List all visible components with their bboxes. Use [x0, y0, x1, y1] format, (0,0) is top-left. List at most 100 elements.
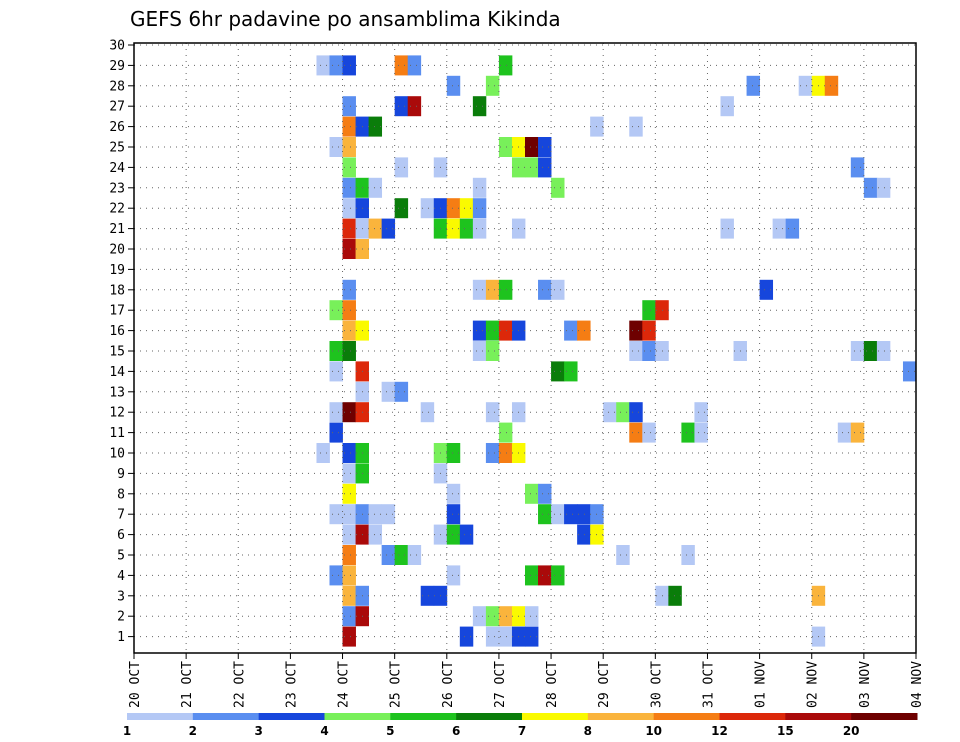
heatmap-cell: [342, 443, 356, 463]
y-tick-label: 8: [117, 487, 125, 502]
heatmap-cell: [485, 443, 500, 463]
x-tick-label: 31 OCT: [701, 661, 716, 708]
heatmap-cell: [342, 504, 356, 525]
color-legend: 1 2 3 4 5 6 7 8 10 12 15 20: [123, 713, 918, 738]
y-tick-label: 19: [109, 263, 125, 278]
heatmap-cell: [759, 279, 774, 300]
heatmap-cell: [342, 218, 356, 239]
heatmap-cell: [498, 626, 513, 647]
heatmap-cell: [876, 177, 891, 198]
x-tick-label: 23 OCT: [284, 661, 299, 708]
heatmap-cell: [342, 96, 356, 117]
heatmap-cell: [616, 545, 630, 565]
heatmap-cell: [446, 443, 461, 463]
heatmap-cell: [629, 402, 643, 423]
y-tick-label: 9: [117, 467, 125, 482]
heatmap-cell: [642, 422, 656, 443]
y-tick-label: 10: [109, 447, 125, 462]
heatmap-cell: [720, 96, 734, 117]
heatmap-cell: [407, 545, 422, 565]
heatmap-cell: [525, 606, 539, 627]
y-tick-label: 22: [109, 202, 125, 217]
heatmap-cell: [694, 402, 708, 423]
y-tick-label: 20: [109, 243, 125, 258]
y-tick-label: 4: [117, 569, 125, 584]
heatmap-cell: [368, 218, 383, 239]
heatmap-cell: [407, 55, 422, 76]
heatmap-cell: [746, 75, 760, 96]
heatmap-cell: [720, 218, 734, 239]
legend-swatch: [324, 713, 391, 720]
plot-frame: [133, 42, 917, 654]
heatmap-cell: [472, 198, 487, 219]
heatmap-cell: [629, 422, 643, 443]
y-tick-label: 3: [117, 589, 125, 604]
heatmap-cell: [459, 198, 474, 219]
legend-swatch: [587, 713, 655, 720]
heatmap-cell: [785, 218, 800, 239]
x-tick-label: 20 OCT: [128, 661, 143, 708]
heatmap-cell: [525, 137, 539, 157]
legend-label: 3: [254, 724, 262, 738]
heatmap-cell: [329, 300, 343, 321]
legend-label: 2: [189, 724, 197, 738]
heatmap-cell: [381, 504, 396, 525]
legend-label: 7: [518, 724, 526, 738]
heatmap-cell: [329, 402, 343, 423]
x-tick-label: 29 OCT: [597, 661, 612, 708]
heatmap-cell: [485, 626, 500, 647]
heatmap-cell: [681, 422, 695, 443]
heatmap-cell: [446, 504, 461, 525]
heatmap-cell: [551, 504, 565, 525]
chart-title: GEFS 6hr padavine po ansamblima Kikinda: [130, 7, 561, 31]
legend-label: 15: [777, 724, 794, 738]
y-tick-label: 29: [109, 59, 125, 74]
heatmap-cell: [498, 320, 513, 341]
heatmap-cell: [342, 402, 356, 423]
heatmap-cell: [342, 116, 356, 137]
heatmap-cell: [498, 137, 513, 157]
legend-label: 10: [645, 724, 662, 738]
heatmap-cell: [629, 341, 643, 361]
heatmap-cell: [368, 524, 383, 545]
heatmap-cell: [342, 463, 356, 484]
heatmap-cell: [616, 402, 630, 423]
legend-swatch: [390, 713, 457, 720]
heatmap-cell: [446, 218, 461, 239]
heatmap-cell: [485, 279, 500, 300]
heatmap-cell: [316, 55, 330, 76]
heatmap-cell: [381, 218, 396, 239]
heatmap-cell: [472, 320, 487, 341]
y-tick-label: 13: [109, 385, 125, 400]
legend-swatch: [127, 713, 194, 720]
heatmap-cell: [329, 55, 343, 76]
y-tick-label: 11: [109, 426, 125, 441]
heatmap-cell: [446, 198, 461, 219]
heatmap-cell: [694, 422, 708, 443]
heatmap-cell: [863, 341, 878, 361]
heatmap-cell: [577, 524, 591, 545]
y-tick-label: 6: [117, 528, 125, 543]
heatmap-cell: [538, 504, 552, 525]
heatmap-cell: [798, 75, 813, 96]
heatmap-cell: [446, 483, 461, 504]
heatmap-cell: [329, 565, 343, 586]
heatmap-cell: [850, 422, 865, 443]
heatmap-cell: [472, 279, 487, 300]
heatmap-cell: [564, 361, 578, 382]
heatmap-cell: [472, 606, 487, 627]
y-tick-label: 12: [109, 406, 125, 421]
y-tick-label: 17: [109, 304, 125, 319]
heatmap-cell: [525, 565, 539, 586]
heatmap-cell: [394, 157, 409, 178]
x-tick-label: 03 NOV: [858, 661, 873, 708]
legend-label: 4: [320, 724, 328, 738]
y-tick-label: 5: [117, 549, 125, 564]
x-tick-label: 02 NOV: [806, 661, 821, 708]
heatmap-cell: [850, 157, 865, 178]
heatmap-cell: [472, 177, 487, 198]
heatmap-cell: [642, 320, 656, 341]
heatmap-cell: [629, 116, 643, 137]
heatmap-cell: [668, 585, 682, 606]
heatmap-cell: [368, 504, 383, 525]
